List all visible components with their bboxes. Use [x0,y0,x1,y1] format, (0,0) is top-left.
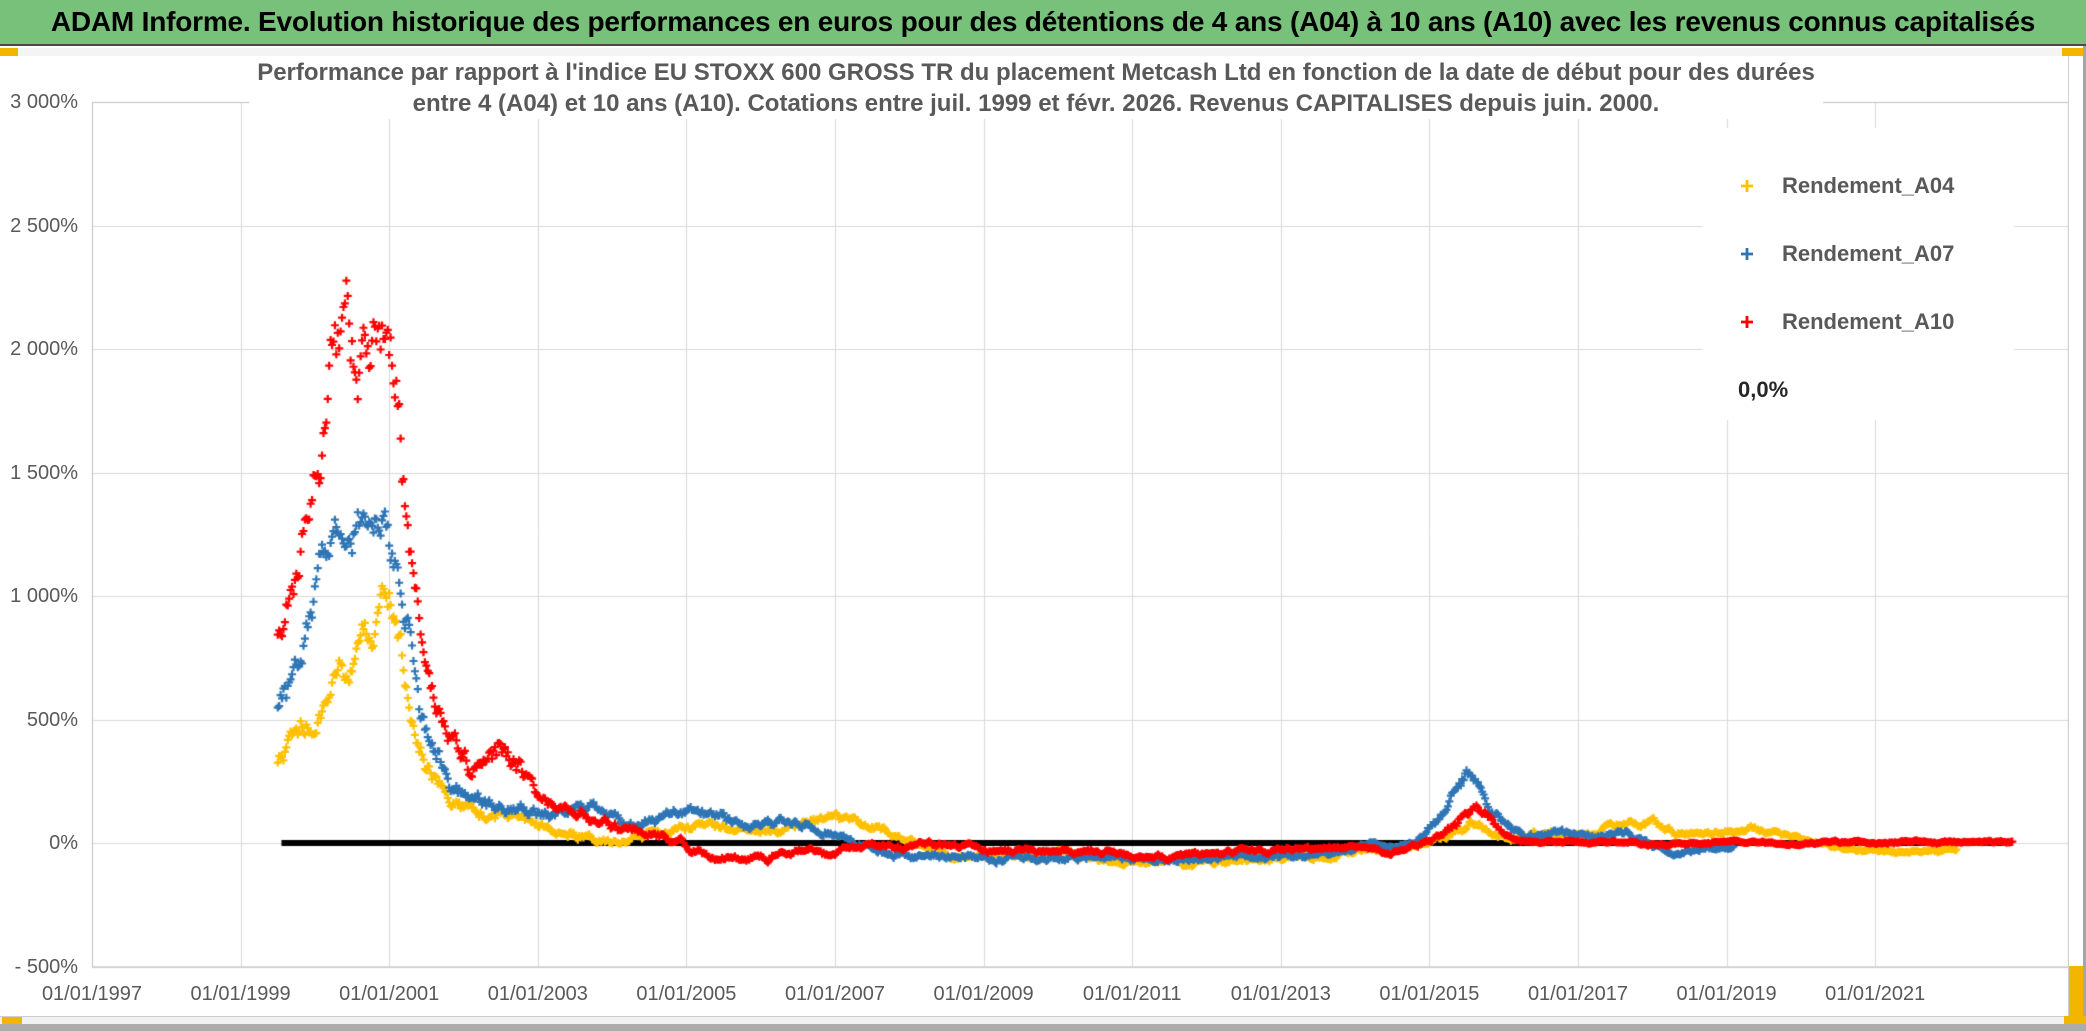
plus-marker-icon [1736,246,1758,262]
y-axis-tick-label: - 500% [14,955,78,978]
x-axis-tick-label: 01/01/2003 [487,983,588,1005]
x-axis-tick-label: 01/01/2013 [1230,983,1331,1005]
x-axis-tick-label: 01/01/2009 [933,983,1034,1005]
vertical-scrollbar-thumb[interactable] [2069,966,2083,1024]
plus-marker-icon [1736,178,1758,194]
legend-item: Rendement_A04 [1736,166,2014,206]
legend-item: Rendement_A07 [1736,234,2014,274]
plus-marker-icon [1736,314,1758,330]
legend-item: Rendement_A10 [1736,302,2014,342]
horizontal-scrollbar-border [0,1016,2086,1017]
legend-label: Rendement_A07 [1782,241,1955,266]
page-title: ADAM Informe. Evolution historique des p… [50,6,2036,37]
x-axis-tick-label: 01/01/2011 [1082,983,1182,1005]
window-bottom-edge [0,1024,2086,1031]
chart-legend: Rendement_A04 Rendement_A07 Rendement_A10 0… [1702,128,2014,420]
legend-label: 0,0% [1738,377,1789,402]
chart-title-line2: entre 4 (A04) et 10 ans (A10). Cotations… [249,88,1823,119]
x-axis-tick-label: 01/01/1999 [190,983,291,1005]
x-axis-tick-label: 01/01/1997 [41,983,143,1005]
y-axis-tick-label: 1 000% [10,585,78,607]
x-axis-tick-label: 01/01/2021 [1825,983,1926,1005]
x-axis-tick-label: 01/01/2007 [784,983,886,1005]
x-axis-tick-label: 01/01/2005 [636,983,737,1005]
y-axis-tick-label: 2 000% [10,338,78,360]
accent-gold-top-left [0,48,18,56]
y-axis-tick-label: 1 500% [10,461,78,484]
accent-gold-top-right [2062,48,2083,56]
header-accent-strip [0,48,2086,56]
window-right-edge [2083,46,2086,1031]
x-axis-tick-label: 01/01/2015 [1379,983,1480,1005]
x-axis-tick-label: 01/01/2019 [1676,983,1777,1005]
chart-title-line1: Performance par rapport à l'indice EU ST… [249,57,1823,88]
x-axis-tick-label: 01/01/2001 [339,983,440,1005]
y-axis-tick-label: 0% [49,832,78,854]
legend-item: 0,0% [1736,370,2014,410]
y-axis-tick-label: 500% [26,708,78,731]
x-axis-tick-label: 01/01/2017 [1527,983,1629,1005]
accent-gold-bottom-right [2064,1016,2086,1024]
legend-label: Rendement_A04 [1782,173,1955,198]
y-axis-tick-label: 3 000% [10,91,78,113]
header-title-bar: ADAM Informe. Evolution historique des p… [0,0,2086,46]
legend-label: Rendement_A10 [1782,309,1955,334]
horizontal-scrollbar-thumb[interactable] [2,1017,22,1024]
y-axis-tick-label: 2 500% [10,214,78,237]
horizontal-scrollbar-track[interactable] [0,1017,2086,1024]
vertical-scrollbar-track[interactable] [2068,56,2083,1024]
chart-title: Performance par rapport à l'indice EU ST… [249,57,1823,119]
